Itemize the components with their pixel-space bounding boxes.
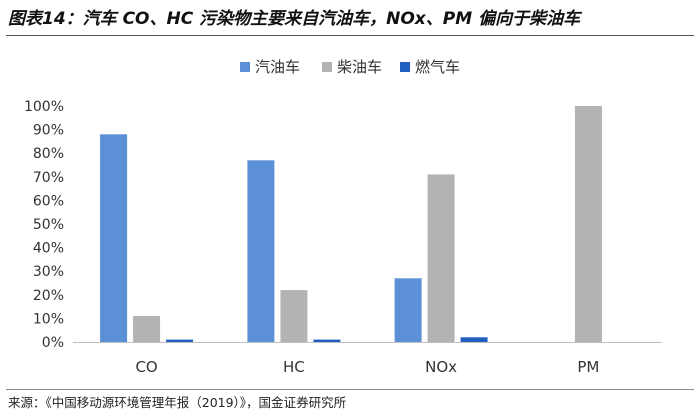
bar-1-1 — [280, 290, 308, 342]
legend-label-2: 燃气车 — [415, 58, 460, 76]
x-axis: CO HC NOx PM — [73, 342, 662, 376]
legend: 汽油车 柴油车 燃气车 — [240, 58, 460, 76]
legend-label-1: 柴油车 — [337, 58, 382, 76]
x-tick-label-3: PM — [577, 358, 599, 376]
y-tick-label-5: 50% — [33, 217, 64, 233]
y-tick-label-4: 40% — [33, 241, 64, 257]
x-tick-label-2: NOx — [425, 358, 457, 376]
x-tick-label-1: HC — [283, 358, 305, 376]
y-tick-label-7: 70% — [33, 170, 64, 186]
y-tick-label-1: 10% — [33, 311, 64, 327]
title-divider — [6, 35, 694, 36]
y-tick-label-10: 100% — [24, 99, 64, 115]
legend-swatch-2 — [400, 62, 410, 72]
legend-swatch-1 — [322, 62, 332, 72]
bar-0-1 — [133, 316, 161, 342]
bar-2-0 — [394, 278, 422, 342]
footer-divider — [6, 389, 694, 390]
y-tick-label-3: 30% — [33, 264, 64, 280]
bar-0-2 — [166, 339, 194, 342]
y-tick-label-6: 60% — [33, 193, 64, 209]
legend-label-0: 汽油车 — [255, 58, 300, 76]
y-tick-label-9: 90% — [33, 123, 64, 139]
y-tick-label-8: 80% — [33, 146, 64, 162]
chart-title: 图表14：汽车 CO、HC 污染物主要来自汽油车，NOx、PM 偏向于柴油车 — [8, 9, 581, 29]
x-tick-label-0: CO — [135, 358, 157, 376]
bar-1-2 — [313, 339, 341, 342]
y-axis: 0% 10% 20% 30% 40% 50% 60% 70% 80% 90% 100% — [24, 99, 64, 351]
bars — [100, 106, 602, 342]
legend-swatch-0 — [240, 62, 250, 72]
y-tick-label-0: 0% — [42, 335, 64, 351]
bar-1-0 — [247, 160, 275, 342]
bar-2-2 — [460, 337, 488, 342]
bar-2-1 — [427, 174, 455, 342]
y-tick-label-2: 20% — [33, 288, 64, 304]
bar-3-1 — [574, 106, 602, 342]
bar-0-0 — [100, 134, 128, 342]
source-note: 来源：《中国移动源环境管理年报（2019）》，国金证券研究所 — [8, 395, 347, 410]
bar-chart: 汽油车 柴油车 燃气车 0% 10% 20% 30% 40% 50% 60% 70% 80% 90% 1… — [24, 58, 662, 376]
